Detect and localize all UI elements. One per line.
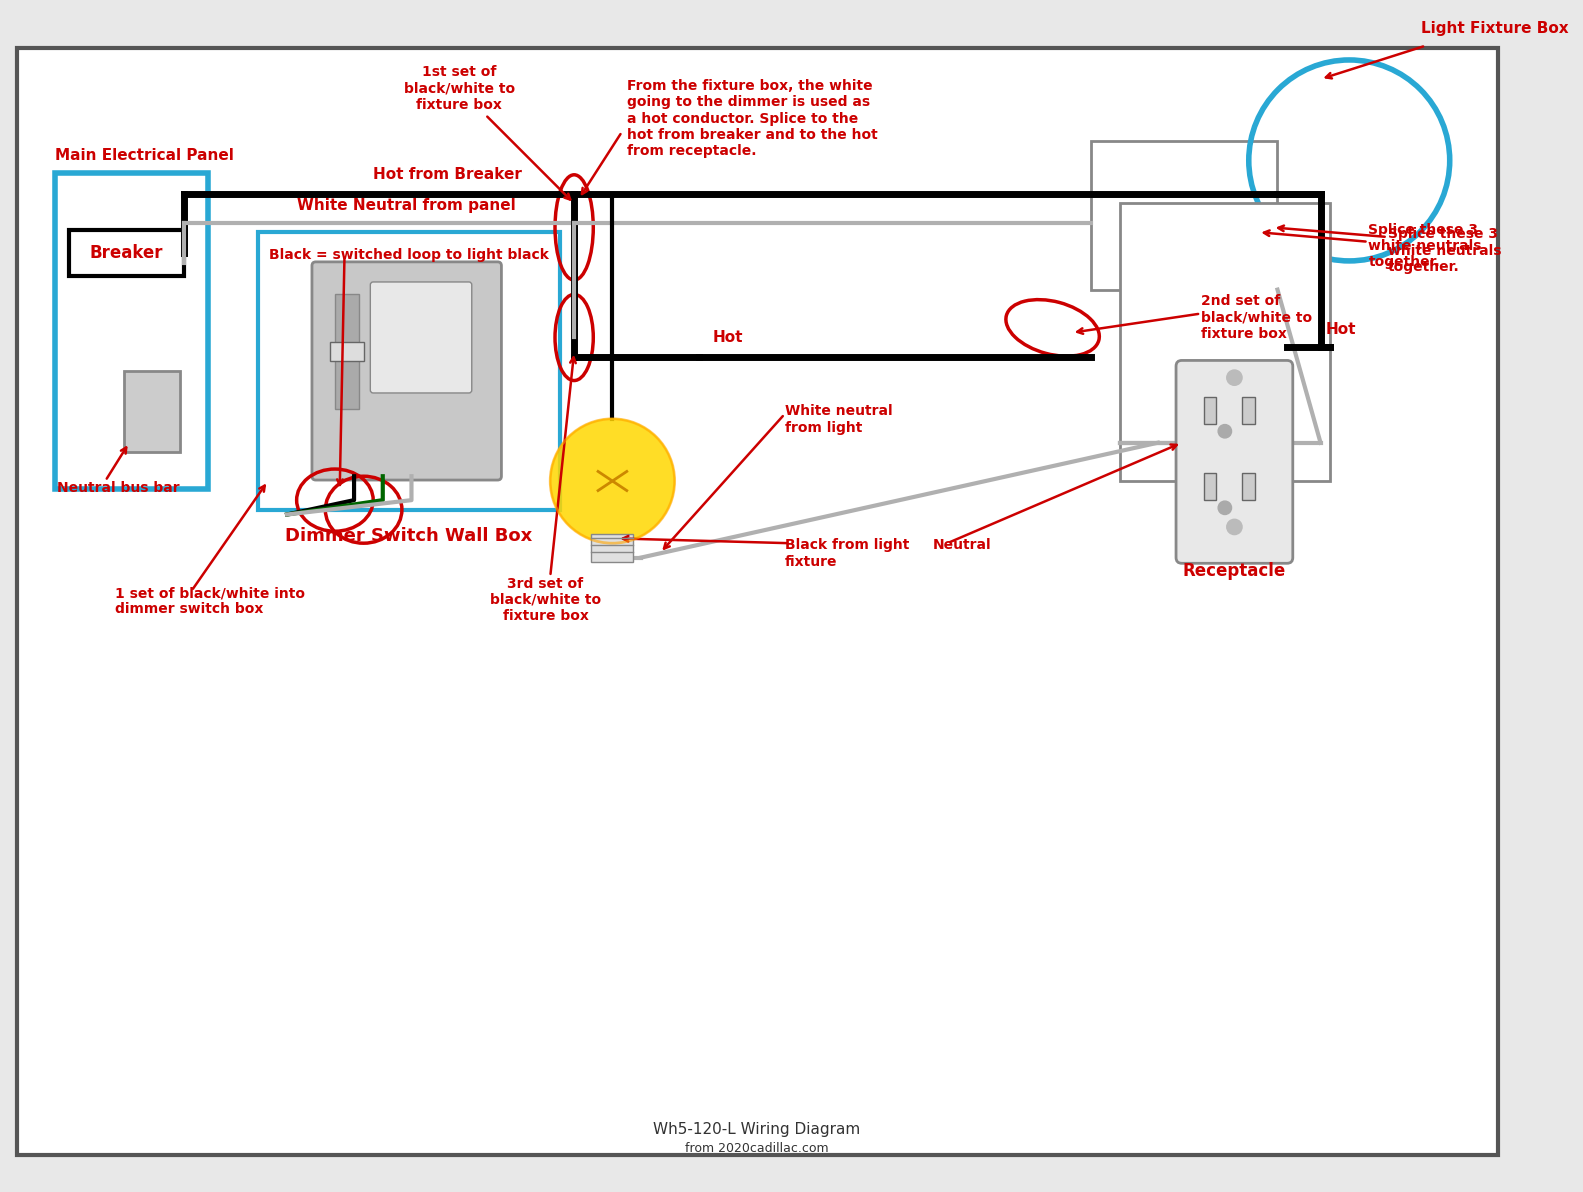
Bar <box>1091 142 1277 290</box>
Text: White Neutral from panel: White Neutral from panel <box>296 198 516 213</box>
Bar <box>1203 397 1216 423</box>
Text: Neutral bus bar: Neutral bus bar <box>57 482 180 495</box>
Text: Dimmer Switch Wall Box: Dimmer Switch Wall Box <box>285 527 533 545</box>
Text: 1 set of black/white into
dimmer switch box: 1 set of black/white into dimmer switch … <box>116 586 306 616</box>
Bar <box>1243 473 1254 501</box>
Circle shape <box>1227 370 1243 385</box>
Text: Main Electrical Panel: Main Electrical Panel <box>54 148 233 163</box>
Text: Neutral: Neutral <box>932 539 991 552</box>
Text: Hot: Hot <box>712 330 744 346</box>
Bar <box>336 294 359 409</box>
Circle shape <box>1219 501 1232 515</box>
FancyBboxPatch shape <box>1176 360 1293 564</box>
Bar <box>331 342 364 361</box>
Bar <box>1243 397 1254 423</box>
Bar <box>125 371 180 452</box>
Bar <box>258 232 560 510</box>
Bar <box>592 534 633 563</box>
FancyBboxPatch shape <box>312 262 502 480</box>
Text: Breaker: Breaker <box>90 244 163 262</box>
Text: Black from light
fixture: Black from light fixture <box>785 539 909 569</box>
Bar <box>1203 473 1216 501</box>
Bar <box>54 173 207 489</box>
Text: White neutral
from light: White neutral from light <box>785 404 893 435</box>
Text: Splice these 3
white neutrals
together.: Splice these 3 white neutrals together. <box>1388 228 1501 274</box>
Bar <box>1119 204 1330 482</box>
Circle shape <box>1227 520 1243 534</box>
Text: 1st set of
black/white to
fixture box: 1st set of black/white to fixture box <box>404 66 570 199</box>
Bar <box>70 230 184 277</box>
Circle shape <box>1219 424 1232 437</box>
Text: Wh5-120-L Wiring Diagram: Wh5-120-L Wiring Diagram <box>654 1123 861 1137</box>
Circle shape <box>551 418 674 544</box>
Text: Black = switched loop to light black: Black = switched loop to light black <box>269 248 549 261</box>
FancyBboxPatch shape <box>370 283 472 393</box>
Text: Splice these 3
white neutrals
together.: Splice these 3 white neutrals together. <box>1368 223 1482 269</box>
Text: From the fixture box, the white
going to the dimmer is used as
a hot conductor. : From the fixture box, the white going to… <box>627 79 877 157</box>
Text: Hot: Hot <box>1325 323 1355 337</box>
Text: Hot from Breaker: Hot from Breaker <box>374 167 522 182</box>
Text: Receptacle: Receptacle <box>1183 563 1285 581</box>
Text: Light Fixture Box: Light Fixture Box <box>1422 21 1569 36</box>
Text: from 2020cadillac.com: from 2020cadillac.com <box>685 1142 829 1155</box>
Text: 3rd set of
black/white to
fixture box: 3rd set of black/white to fixture box <box>489 577 602 623</box>
Text: 2nd set of
black/white to
fixture box: 2nd set of black/white to fixture box <box>1201 294 1312 341</box>
